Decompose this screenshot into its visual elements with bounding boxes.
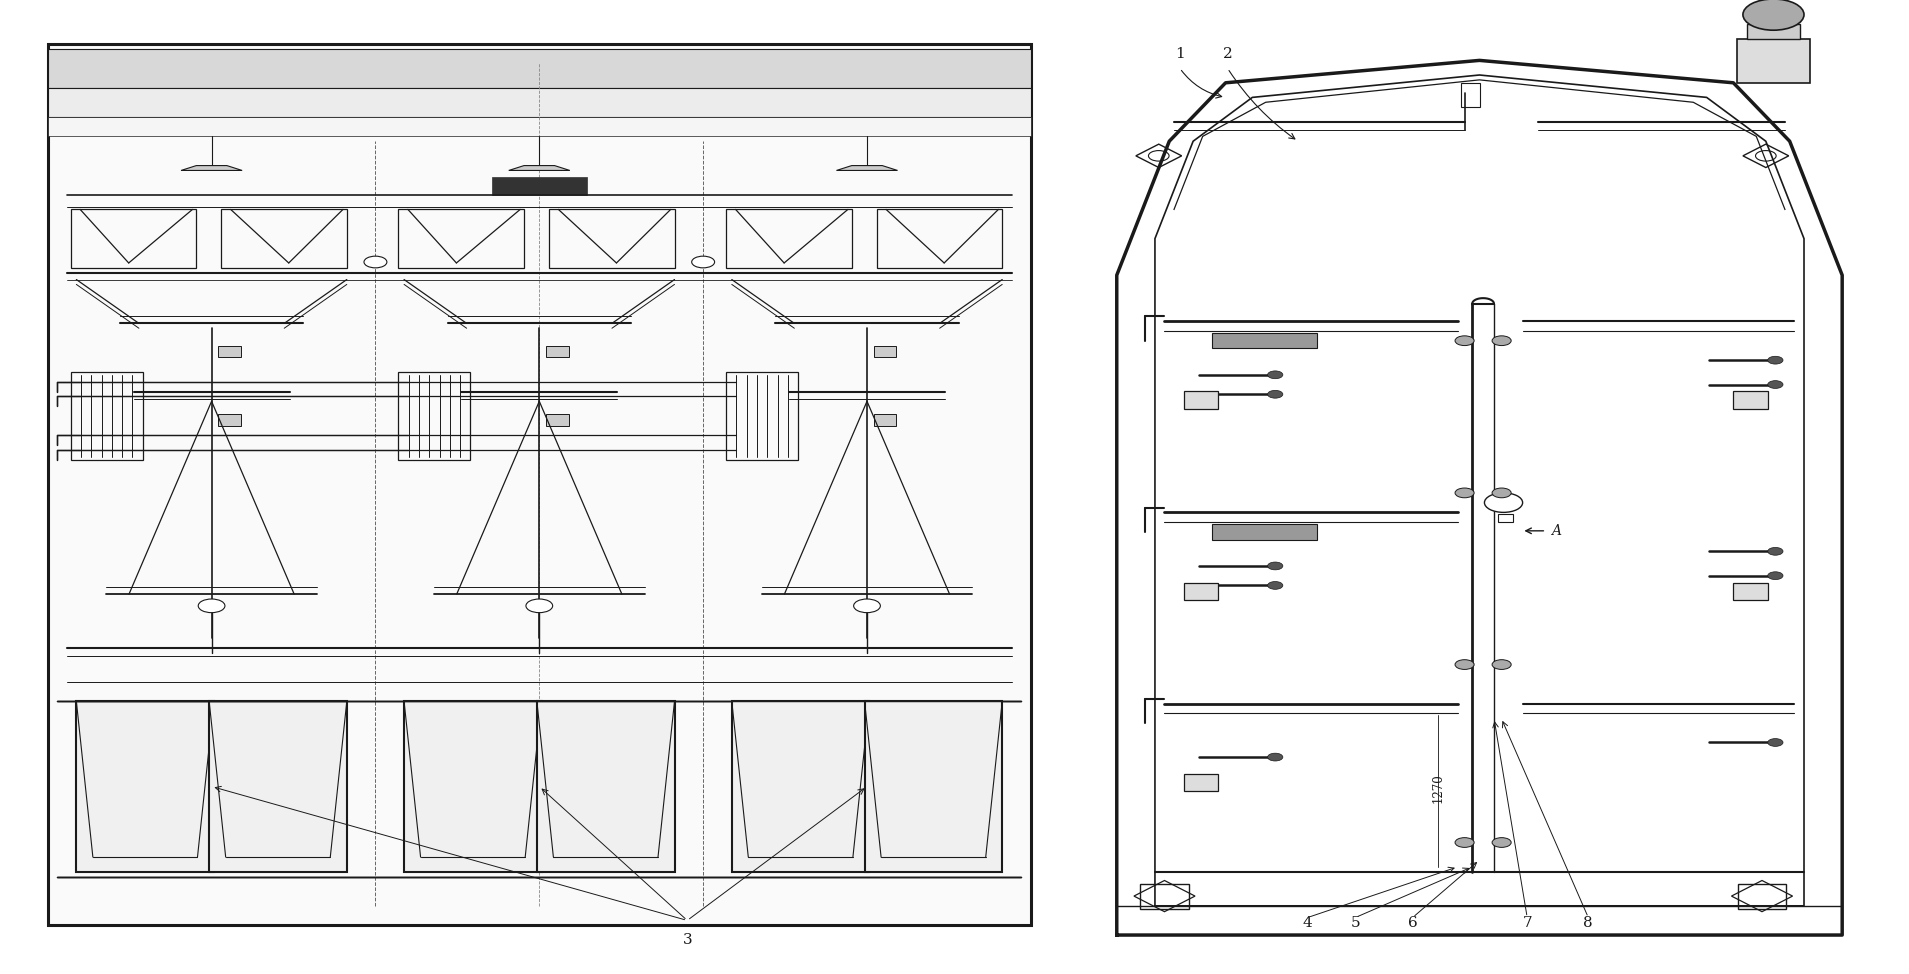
Bar xyxy=(725,209,851,268)
Circle shape xyxy=(853,599,880,613)
Bar xyxy=(1733,582,1768,600)
Circle shape xyxy=(1455,488,1474,498)
Bar xyxy=(1733,392,1768,409)
Bar xyxy=(1212,333,1317,349)
Bar xyxy=(71,209,197,268)
Circle shape xyxy=(1455,659,1474,669)
Circle shape xyxy=(1493,488,1512,498)
Circle shape xyxy=(1268,391,1283,398)
Circle shape xyxy=(1743,0,1804,30)
Bar xyxy=(218,346,241,357)
Text: 8: 8 xyxy=(1583,917,1594,930)
Bar xyxy=(1184,773,1218,791)
Bar xyxy=(1462,83,1479,107)
Circle shape xyxy=(1485,493,1523,512)
Circle shape xyxy=(1768,356,1783,364)
Bar xyxy=(48,88,1031,117)
Bar xyxy=(405,701,542,872)
Bar xyxy=(536,701,674,872)
Circle shape xyxy=(1268,371,1283,379)
Text: 3: 3 xyxy=(682,933,693,947)
Circle shape xyxy=(1768,547,1783,555)
Circle shape xyxy=(1268,562,1283,570)
Bar xyxy=(76,701,214,872)
Bar xyxy=(1184,582,1218,600)
Text: 7: 7 xyxy=(1521,917,1533,930)
Circle shape xyxy=(525,599,552,613)
Bar xyxy=(48,44,1031,925)
Circle shape xyxy=(1493,659,1512,669)
Bar xyxy=(1499,514,1514,522)
Polygon shape xyxy=(508,166,569,170)
Circle shape xyxy=(1455,838,1474,847)
Text: 4: 4 xyxy=(1302,917,1313,930)
Circle shape xyxy=(1768,572,1783,580)
Bar xyxy=(218,414,241,426)
Circle shape xyxy=(199,599,225,613)
Bar xyxy=(221,209,347,268)
Bar xyxy=(1747,24,1800,39)
Circle shape xyxy=(1768,381,1783,389)
Bar xyxy=(1184,392,1218,409)
Polygon shape xyxy=(836,166,897,170)
Text: 1270: 1270 xyxy=(1432,772,1445,803)
Text: A: A xyxy=(1550,524,1562,538)
Text: 6: 6 xyxy=(1407,917,1418,930)
Bar xyxy=(874,414,897,426)
Circle shape xyxy=(365,256,388,268)
Bar xyxy=(399,372,470,460)
Bar xyxy=(48,117,1031,136)
Circle shape xyxy=(1268,753,1283,761)
Bar xyxy=(546,414,569,426)
Bar xyxy=(731,701,869,872)
Circle shape xyxy=(1768,738,1783,746)
Circle shape xyxy=(1493,336,1512,346)
Bar xyxy=(71,372,143,460)
Bar xyxy=(491,177,586,195)
Bar xyxy=(876,209,1002,268)
Circle shape xyxy=(1455,336,1474,346)
Bar xyxy=(546,346,569,357)
Bar xyxy=(874,346,897,357)
Circle shape xyxy=(1268,581,1283,589)
Text: 5: 5 xyxy=(1350,917,1361,930)
Text: 1: 1 xyxy=(1174,47,1185,60)
Bar xyxy=(1737,39,1810,83)
Bar xyxy=(1737,883,1787,909)
Bar xyxy=(48,49,1031,88)
Circle shape xyxy=(691,256,714,268)
Bar xyxy=(210,701,347,872)
Bar xyxy=(1140,883,1189,909)
Polygon shape xyxy=(181,166,242,170)
Bar xyxy=(399,209,523,268)
Text: 2: 2 xyxy=(1222,47,1233,60)
Bar xyxy=(725,372,798,460)
Circle shape xyxy=(1493,838,1512,847)
Bar xyxy=(1212,524,1317,540)
Bar xyxy=(548,209,674,268)
Bar xyxy=(865,701,1002,872)
